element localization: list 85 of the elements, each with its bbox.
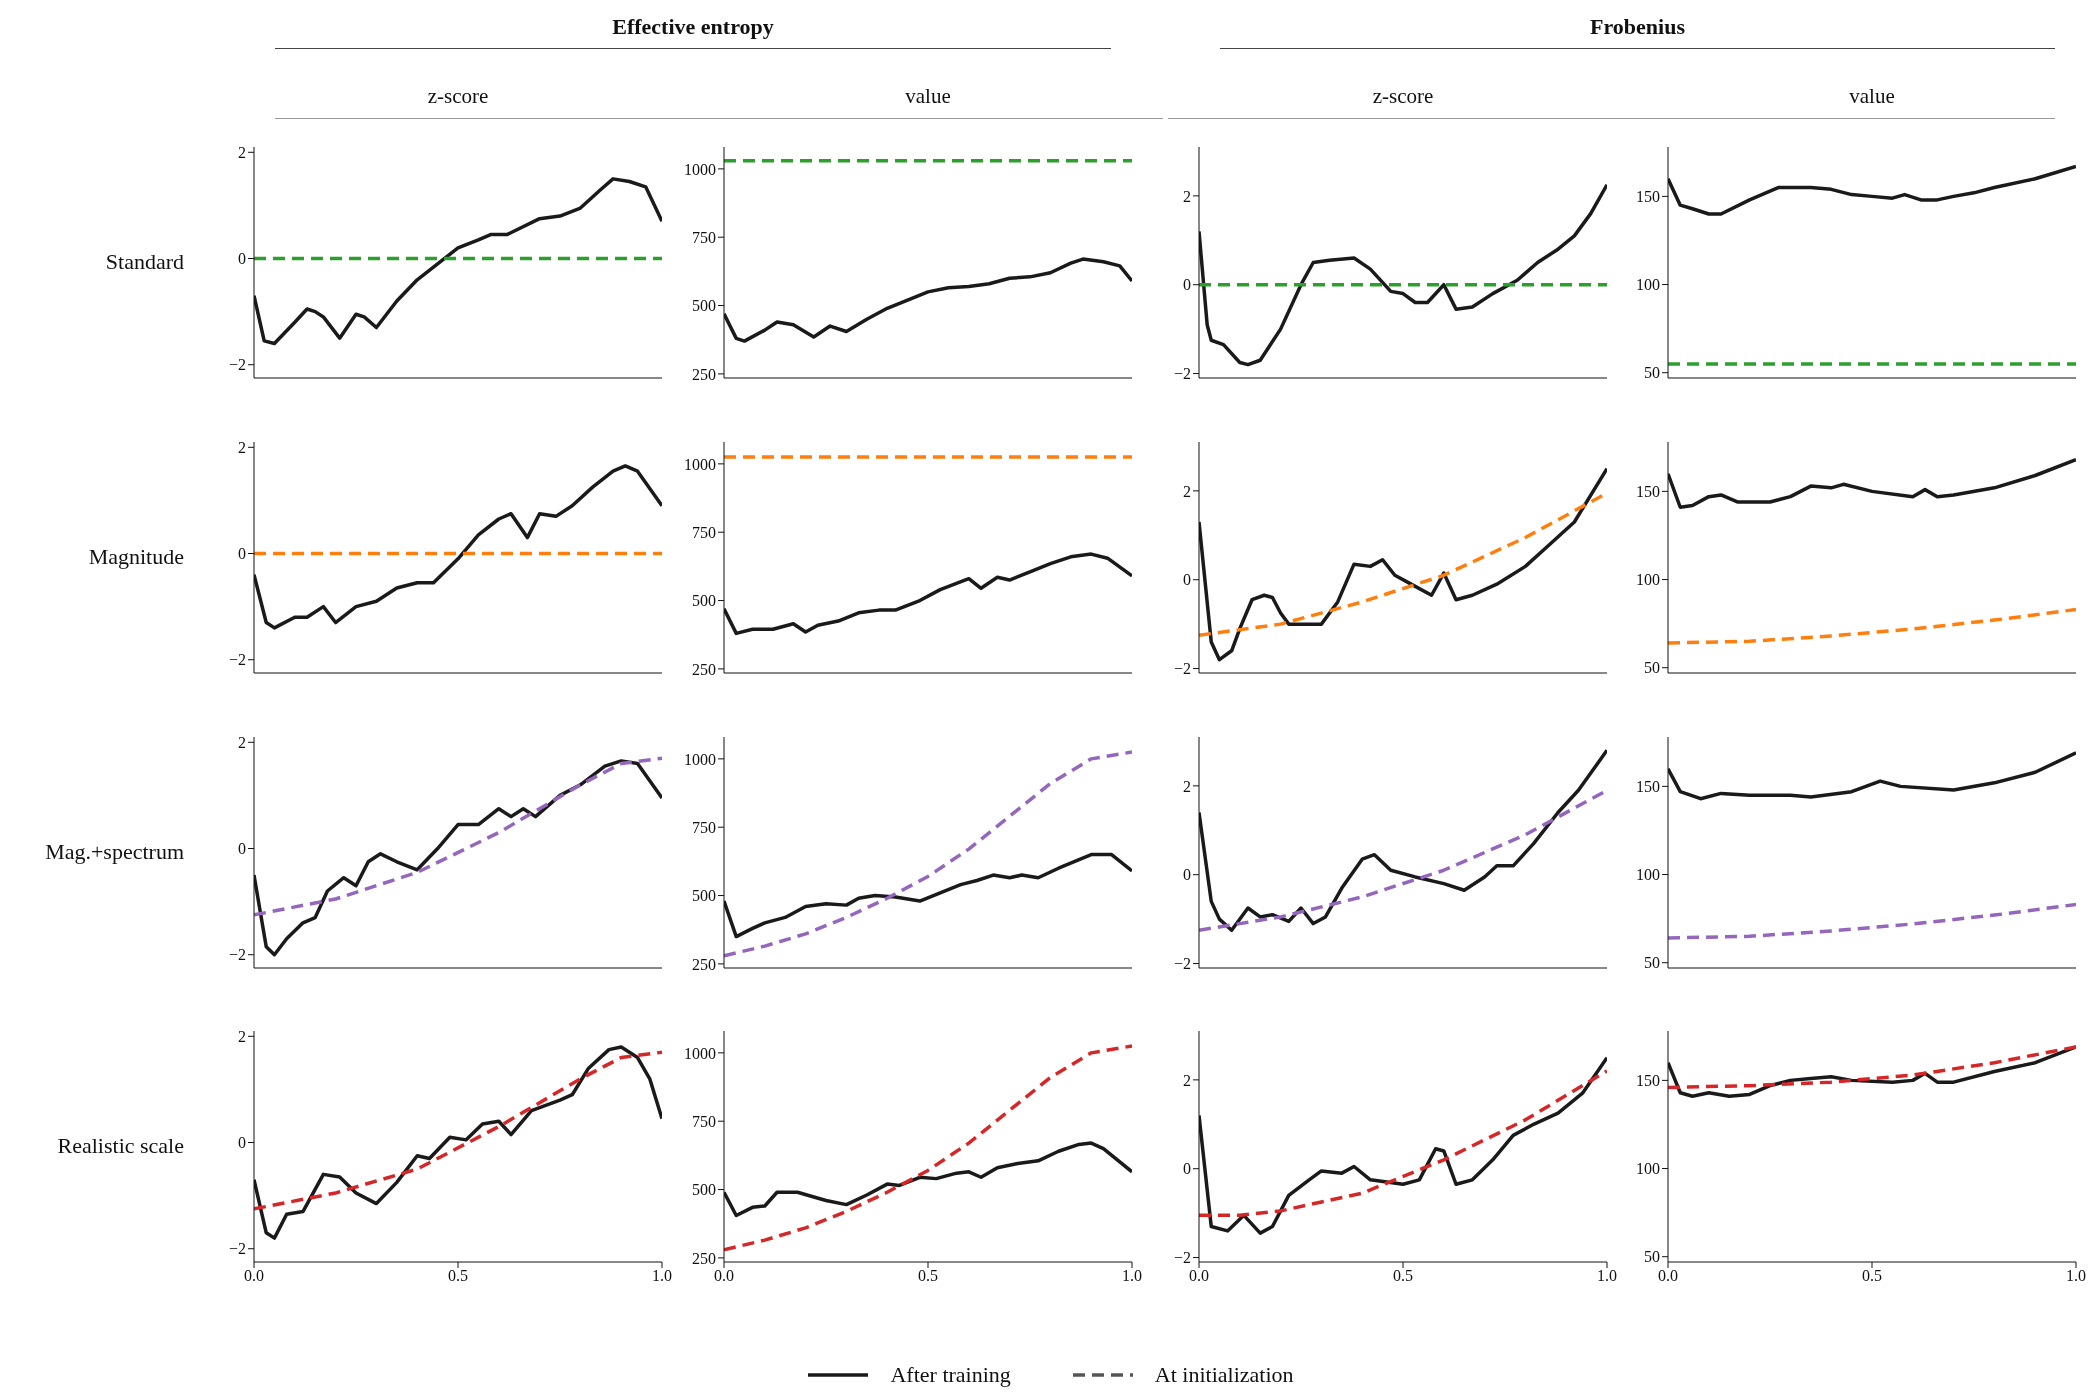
chart-subtitle: z-score xyxy=(427,84,489,108)
x-tick-label: 1.0 xyxy=(2066,1267,2086,1285)
line-series xyxy=(254,1050,662,1211)
y-axis-title: Realistic scale xyxy=(56,1132,184,1159)
y-tick-label: 750 xyxy=(692,523,716,541)
y-tick-label: 0 xyxy=(238,840,246,858)
y-tick-label: 0 xyxy=(238,1134,246,1152)
y-tick-label: 50 xyxy=(1644,1248,1660,1266)
line-series xyxy=(1668,1045,2076,1090)
y-tick-label: 500 xyxy=(692,1181,716,1199)
y-tick-label: 0 xyxy=(238,250,246,268)
chart-subtitle: value xyxy=(1849,84,1895,108)
y-tick-label: 2 xyxy=(238,143,246,161)
chart-subtitle: value xyxy=(905,84,951,108)
chart-title: Frobenius xyxy=(1590,14,1685,39)
y-tick-label: −2 xyxy=(1173,660,1191,678)
x-tick-label: 1.0 xyxy=(1597,1267,1617,1285)
y-tick-label: 150 xyxy=(1636,483,1660,501)
x-tick-label: 0.5 xyxy=(448,1267,468,1285)
y-tick-label: −2 xyxy=(1173,365,1191,383)
y-tick-label: 1000 xyxy=(684,750,716,768)
y-tick-label: 100 xyxy=(1636,276,1660,294)
y-tick-label: 50 xyxy=(1644,954,1660,972)
y-tick-label: 1000 xyxy=(684,1044,716,1062)
y-axis-title: Magnitude xyxy=(87,543,184,570)
y-tick-label: 2 xyxy=(1183,482,1191,500)
y-tick-label: 750 xyxy=(692,1112,716,1130)
y-tick-label: 2 xyxy=(1183,777,1191,795)
y-tick-label: 2 xyxy=(1183,187,1191,205)
y-tick-label: 100 xyxy=(1636,1160,1660,1178)
y-tick-label: 2 xyxy=(1183,1071,1191,1089)
y-tick-label: 750 xyxy=(692,228,716,246)
x-tick-label: 0.5 xyxy=(1862,1267,1882,1285)
x-tick-label: 0.0 xyxy=(1189,1267,1209,1285)
y-tick-label: 750 xyxy=(692,818,716,836)
text: At initialization xyxy=(1154,1362,1294,1388)
y-tick-label: 0 xyxy=(1183,276,1191,294)
y-tick-label: 50 xyxy=(1644,659,1660,677)
y-tick-label: −2 xyxy=(1173,955,1191,973)
x-tick-label: 0.5 xyxy=(1393,1267,1413,1285)
y-tick-label: 500 xyxy=(692,297,716,315)
x-tick-label: 1.0 xyxy=(1122,1267,1142,1285)
chart-title: Effective entropy xyxy=(612,14,774,39)
y-tick-label: 500 xyxy=(692,592,716,610)
y-tick-label: −2 xyxy=(228,1240,246,1258)
y-tick-label: 250 xyxy=(692,660,716,678)
y-axis-title: Standard xyxy=(104,248,184,275)
line-series xyxy=(1199,788,1607,932)
y-tick-label: 0 xyxy=(1183,571,1191,589)
x-tick-label: 0.0 xyxy=(1658,1267,1678,1285)
x-tick-label: 1.0 xyxy=(652,1267,672,1285)
line-series xyxy=(1668,607,2076,645)
y-tick-label: −2 xyxy=(228,946,246,964)
x-tick-label: 0.0 xyxy=(714,1267,734,1285)
y-tick-label: 1000 xyxy=(684,160,716,178)
y-tick-label: 0 xyxy=(238,545,246,563)
line-series xyxy=(1199,1069,1607,1218)
y-tick-label: 150 xyxy=(1636,188,1660,206)
y-tick-label: 100 xyxy=(1636,571,1660,589)
x-tick-label: 0.5 xyxy=(918,1267,938,1285)
line-series xyxy=(254,756,662,917)
line-series xyxy=(724,1044,1132,1252)
y-tick-label: 2 xyxy=(238,1027,246,1045)
y-tick-label: 150 xyxy=(1636,1072,1660,1090)
line-series xyxy=(724,750,1132,958)
y-tick-label: 0 xyxy=(1183,1160,1191,1178)
y-tick-label: 150 xyxy=(1636,778,1660,796)
chart-subtitle: z-score xyxy=(1372,84,1434,108)
x-tick-label: 0.0 xyxy=(244,1267,264,1285)
y-tick-label: −2 xyxy=(228,651,246,669)
y-tick-label: 250 xyxy=(692,365,716,383)
y-tick-label: 50 xyxy=(1644,364,1660,382)
y-tick-label: −2 xyxy=(1173,1249,1191,1267)
y-tick-label: 2 xyxy=(238,733,246,751)
y-tick-label: 2 xyxy=(238,438,246,456)
y-tick-label: 250 xyxy=(692,955,716,973)
y-tick-label: 1000 xyxy=(684,455,716,473)
line-series xyxy=(1668,902,2076,940)
y-axis-title: Mag.+spectrum xyxy=(44,838,184,865)
legend-label: After training xyxy=(890,1362,1011,1388)
y-tick-label: 0 xyxy=(1183,866,1191,884)
y-tick-label: 100 xyxy=(1636,866,1660,884)
y-tick-label: 500 xyxy=(692,887,716,905)
y-tick-label: 250 xyxy=(692,1249,716,1267)
y-tick-label: −2 xyxy=(228,356,246,374)
